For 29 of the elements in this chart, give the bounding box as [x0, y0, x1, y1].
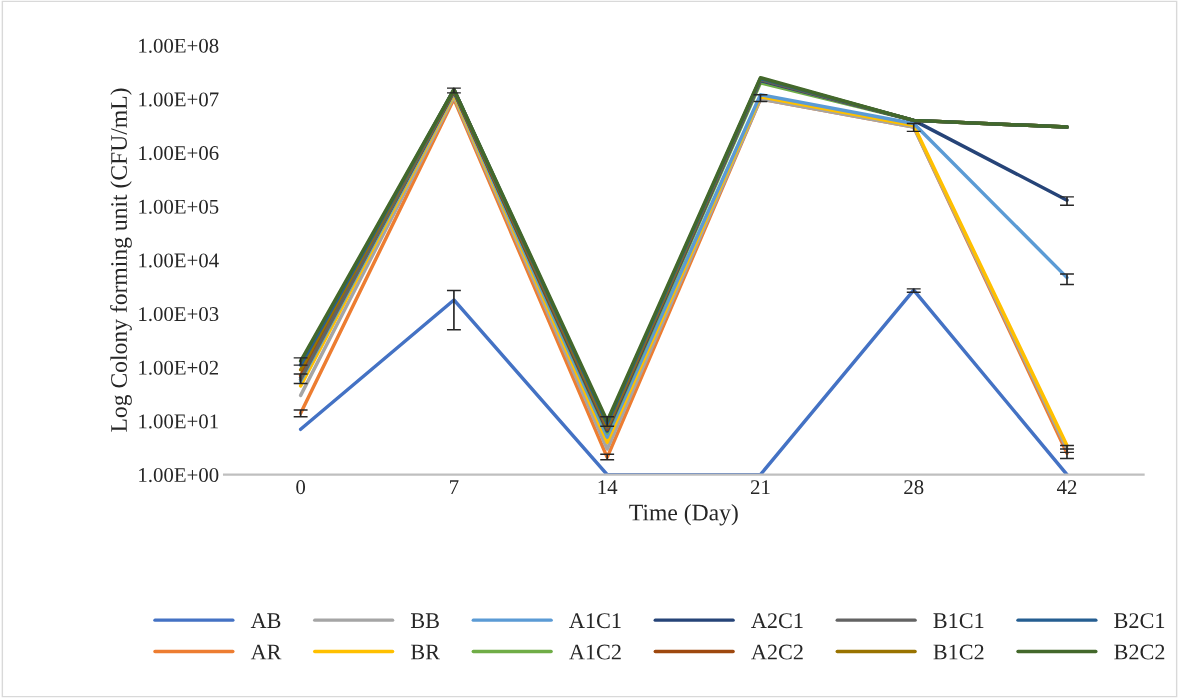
x-tick-label: 28 [904, 480, 924, 495]
legend-label: B2C2 [1114, 644, 1165, 660]
legend-label: B1C2 [933, 644, 984, 660]
y-axis-title: Log Colony forming unit (CFU/mL) [110, 88, 132, 432]
y-tick-label: 1.00E+05 [139, 199, 219, 214]
x-tick-label: 21 [750, 480, 770, 494]
y-tick-label: 1.00E+00 [139, 468, 219, 483]
legend-label: B2C1 [1114, 613, 1165, 629]
legend-label: BR [410, 644, 440, 660]
y-tick-label: 1.00E+06 [139, 146, 219, 161]
y-tick-label: 1.00E+02 [139, 360, 218, 375]
y-tick-label: 1.00E+08 [139, 38, 219, 53]
x-tick-label: 0 [296, 480, 306, 495]
x-tick-label: 42 [1056, 480, 1077, 494]
y-tick-label: 1.00E+07 [139, 92, 219, 107]
x-tick-label: 7 [450, 480, 459, 494]
legend-label: AR [250, 644, 282, 660]
legend-label: B1C1 [933, 613, 984, 629]
y-tick-label: 1.00E+03 [139, 307, 219, 322]
legend-label: AB [250, 613, 281, 628]
legend-label: A1C2 [569, 644, 621, 660]
legend-label: A1C1 [569, 613, 621, 629]
x-tick-label: 14 [598, 480, 618, 494]
y-tick-label: 1.00E+01 [139, 414, 218, 429]
legend-label: A2C2 [751, 644, 803, 660]
legend-label: A2C1 [751, 613, 803, 629]
legend-label: BB [410, 613, 439, 628]
x-axis-title: Time (Day) [629, 503, 738, 526]
y-tick-label: 1.00E+04 [139, 253, 219, 268]
